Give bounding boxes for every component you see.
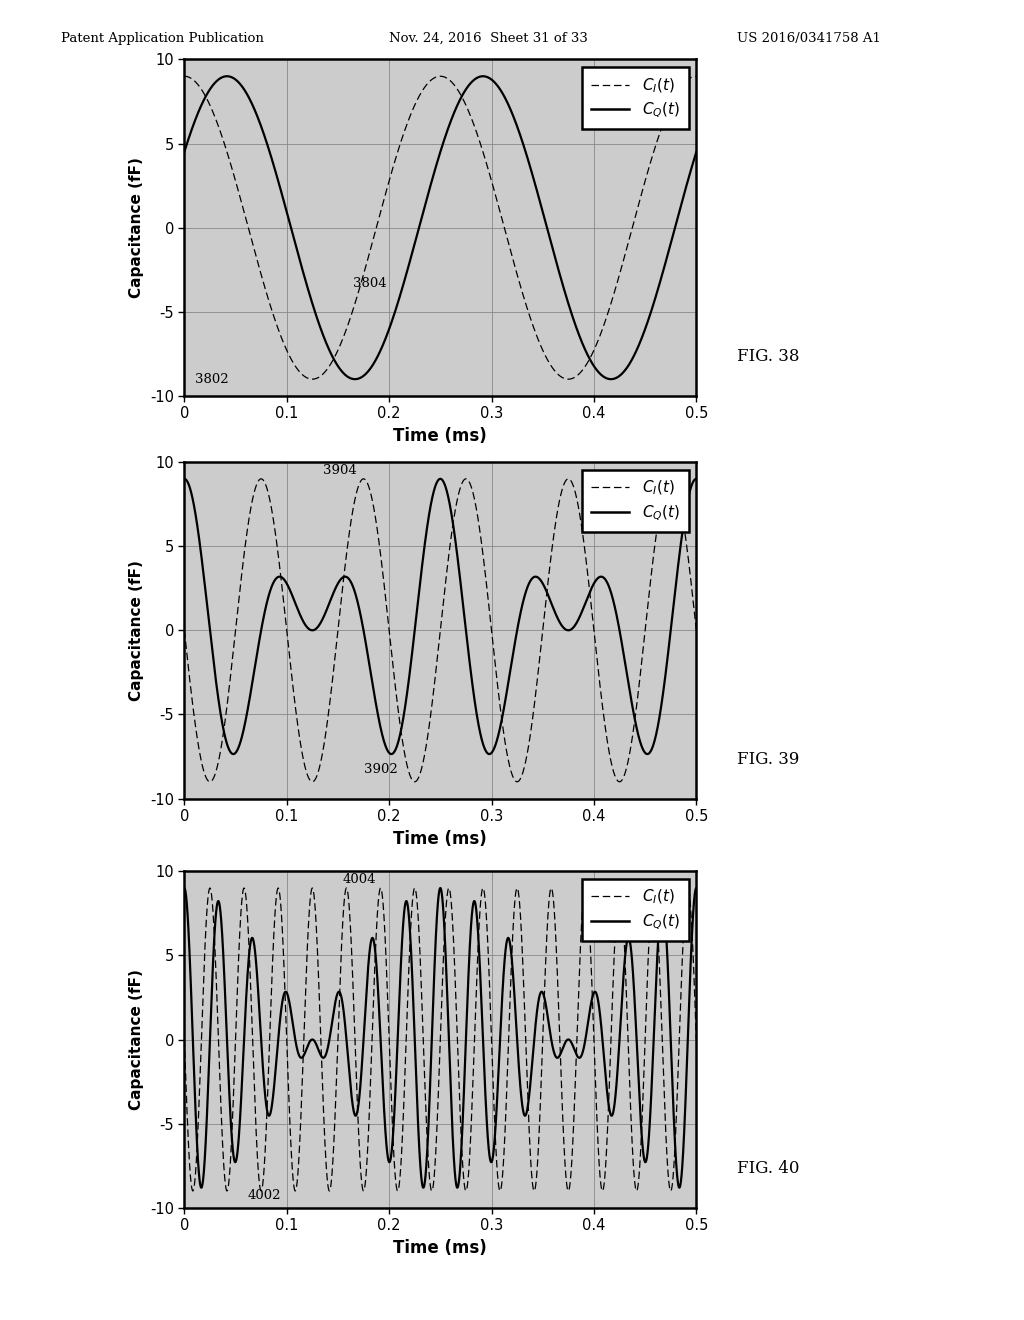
Y-axis label: Capacitance (fF): Capacitance (fF) — [129, 157, 144, 298]
Text: 3804: 3804 — [353, 277, 387, 289]
Legend: $C_I(t)$, $C_Q(t)$: $C_I(t)$, $C_Q(t)$ — [582, 67, 689, 129]
Text: 3802: 3802 — [195, 372, 228, 385]
Y-axis label: Capacitance (fF): Capacitance (fF) — [129, 560, 144, 701]
X-axis label: Time (ms): Time (ms) — [393, 829, 487, 847]
Legend: $C_I(t)$, $C_Q(t)$: $C_I(t)$, $C_Q(t)$ — [582, 879, 689, 941]
Text: FIG. 39: FIG. 39 — [737, 751, 800, 767]
Text: Nov. 24, 2016  Sheet 31 of 33: Nov. 24, 2016 Sheet 31 of 33 — [389, 32, 588, 45]
Text: FIG. 38: FIG. 38 — [737, 348, 800, 364]
Y-axis label: Capacitance (fF): Capacitance (fF) — [129, 969, 144, 1110]
Text: FIG. 40: FIG. 40 — [737, 1160, 800, 1176]
Text: 3902: 3902 — [364, 763, 397, 776]
X-axis label: Time (ms): Time (ms) — [393, 1238, 487, 1257]
Text: US 2016/0341758 A1: US 2016/0341758 A1 — [737, 32, 882, 45]
Text: 4004: 4004 — [343, 873, 377, 886]
Text: 4002: 4002 — [248, 1189, 282, 1203]
Text: 3904: 3904 — [323, 463, 356, 477]
Text: Patent Application Publication: Patent Application Publication — [61, 32, 264, 45]
Legend: $C_I(t)$, $C_Q(t)$: $C_I(t)$, $C_Q(t)$ — [582, 470, 689, 532]
X-axis label: Time (ms): Time (ms) — [393, 426, 487, 445]
